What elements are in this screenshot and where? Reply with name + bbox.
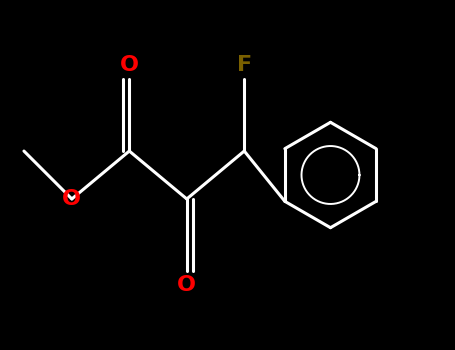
Text: O: O (62, 189, 81, 209)
Text: O: O (177, 275, 196, 295)
Text: F: F (237, 55, 252, 75)
Text: O: O (120, 55, 139, 75)
